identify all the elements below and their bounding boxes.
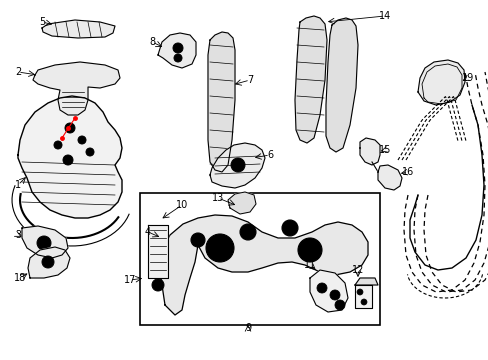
Polygon shape	[354, 278, 377, 285]
Text: 2: 2	[15, 67, 21, 77]
Text: 3: 3	[15, 230, 21, 240]
Text: 8: 8	[149, 37, 155, 47]
Text: 14: 14	[378, 11, 390, 21]
Circle shape	[152, 279, 163, 291]
Polygon shape	[417, 60, 464, 105]
Text: 1: 1	[15, 180, 21, 190]
Polygon shape	[354, 285, 371, 308]
Polygon shape	[142, 258, 168, 285]
Circle shape	[78, 136, 86, 144]
Text: 15: 15	[378, 145, 390, 155]
Polygon shape	[309, 270, 347, 312]
Circle shape	[297, 238, 321, 262]
Text: 12: 12	[351, 265, 364, 275]
Polygon shape	[359, 138, 379, 165]
Polygon shape	[148, 225, 168, 278]
Polygon shape	[18, 96, 122, 218]
Polygon shape	[207, 32, 235, 172]
Text: 9: 9	[244, 323, 250, 333]
Circle shape	[230, 158, 244, 172]
Text: 4: 4	[144, 227, 151, 237]
Polygon shape	[158, 33, 196, 68]
Circle shape	[282, 220, 297, 236]
Polygon shape	[294, 16, 326, 143]
Polygon shape	[33, 62, 120, 115]
Circle shape	[240, 224, 256, 240]
Circle shape	[356, 289, 362, 295]
Circle shape	[205, 234, 234, 262]
Text: 16: 16	[401, 167, 413, 177]
Circle shape	[63, 155, 73, 165]
Polygon shape	[28, 247, 70, 278]
Text: 19: 19	[461, 73, 473, 83]
Circle shape	[316, 283, 326, 293]
Circle shape	[65, 123, 75, 133]
Circle shape	[41, 240, 47, 246]
Text: 11: 11	[303, 260, 315, 270]
Polygon shape	[160, 215, 367, 315]
Text: 7: 7	[246, 75, 253, 85]
Text: 17: 17	[123, 275, 136, 285]
Text: 13: 13	[211, 193, 224, 203]
Text: 5: 5	[39, 17, 45, 27]
Polygon shape	[42, 20, 115, 38]
Polygon shape	[22, 226, 68, 258]
Bar	[140, 193, 379, 325]
Circle shape	[86, 148, 94, 156]
Polygon shape	[209, 143, 264, 188]
Circle shape	[37, 236, 51, 250]
Polygon shape	[325, 18, 357, 152]
Polygon shape	[377, 165, 401, 190]
Text: 6: 6	[266, 150, 272, 160]
Circle shape	[42, 256, 54, 268]
Circle shape	[173, 43, 183, 53]
Polygon shape	[227, 192, 256, 214]
Circle shape	[360, 299, 366, 305]
Circle shape	[174, 54, 182, 62]
Text: 18: 18	[14, 273, 26, 283]
Circle shape	[329, 290, 339, 300]
Circle shape	[191, 233, 204, 247]
Text: 10: 10	[176, 200, 188, 210]
Circle shape	[54, 141, 62, 149]
Circle shape	[334, 300, 345, 310]
